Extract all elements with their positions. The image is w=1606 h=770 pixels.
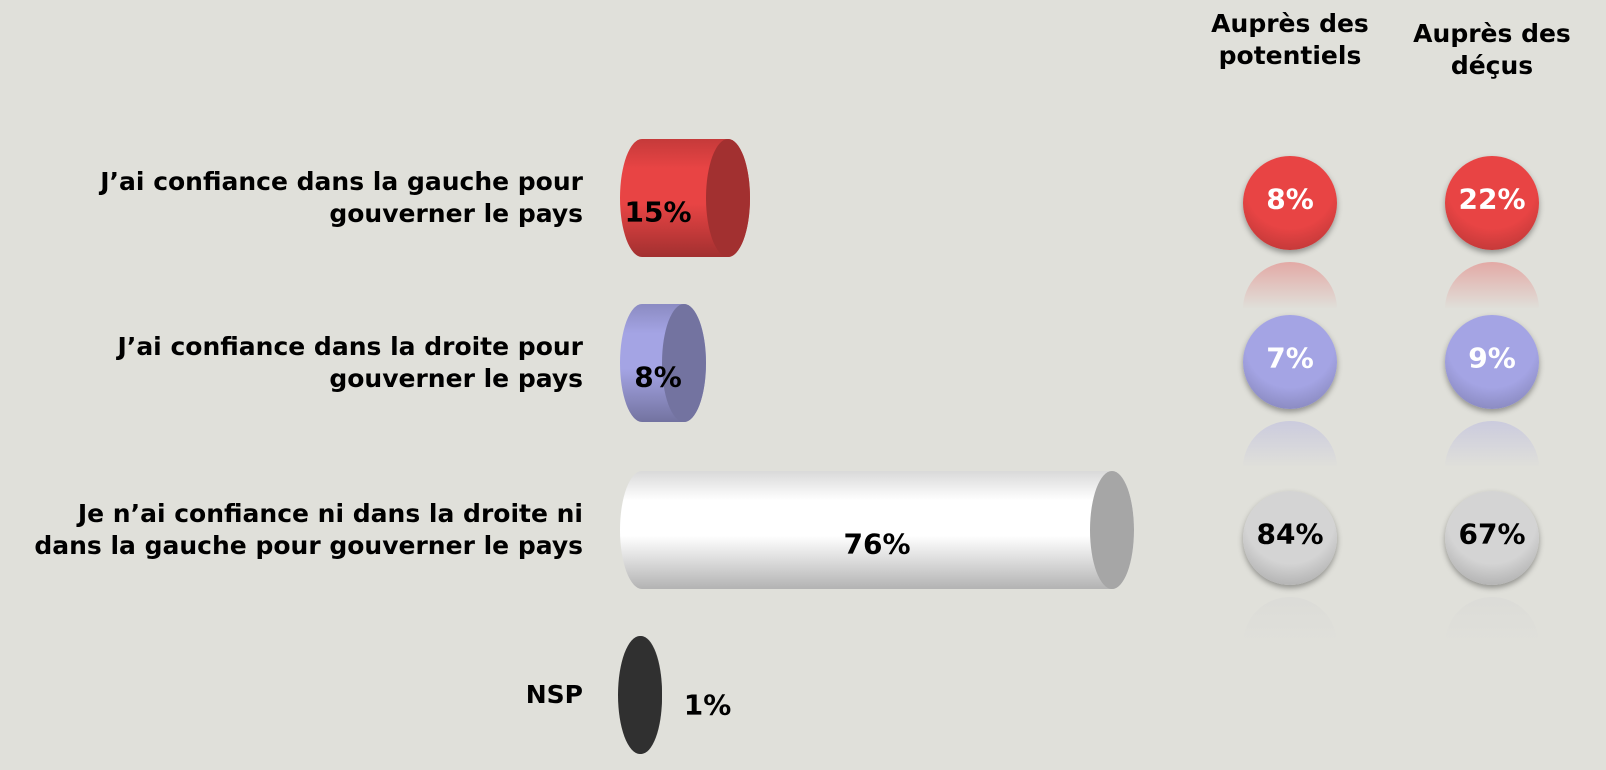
bubble-label: 22% [1458, 182, 1526, 216]
category-label: J’ai confiance dans la droite pour gouve… [117, 332, 583, 393]
value-label: 15% [624, 195, 692, 229]
panel-title: Auprès des potentiels [1211, 9, 1369, 70]
bubble [1243, 315, 1337, 409]
bubble-reflection [1445, 597, 1539, 691]
bar-cap [661, 304, 706, 422]
bubble [1243, 491, 1337, 585]
value-label: 1% [683, 688, 732, 722]
bubble-label: 84% [1256, 517, 1324, 551]
bar-cap [617, 636, 662, 754]
bubble-label: 8% [1266, 182, 1314, 216]
bubble [1445, 315, 1539, 409]
bar-cap [705, 139, 750, 257]
bubble-label: 67% [1458, 517, 1526, 551]
bubble-label: 9% [1468, 341, 1516, 375]
bar [620, 471, 1134, 589]
category-label: NSP [525, 680, 583, 709]
bubble-reflection [1243, 597, 1337, 691]
bubble [1445, 491, 1539, 585]
panel-title: Auprès des déçus [1413, 19, 1571, 80]
category-label: Je n’ai confiance ni dans la droite ni d… [34, 499, 583, 560]
value-label: 76% [843, 527, 911, 561]
bar-cap [1090, 471, 1134, 589]
bubble [1445, 156, 1539, 250]
category-label: J’ai confiance dans la gauche pour gouve… [100, 167, 583, 228]
value-label: 8% [634, 360, 682, 394]
bubble [1243, 156, 1337, 250]
bubble-label: 7% [1266, 341, 1314, 375]
